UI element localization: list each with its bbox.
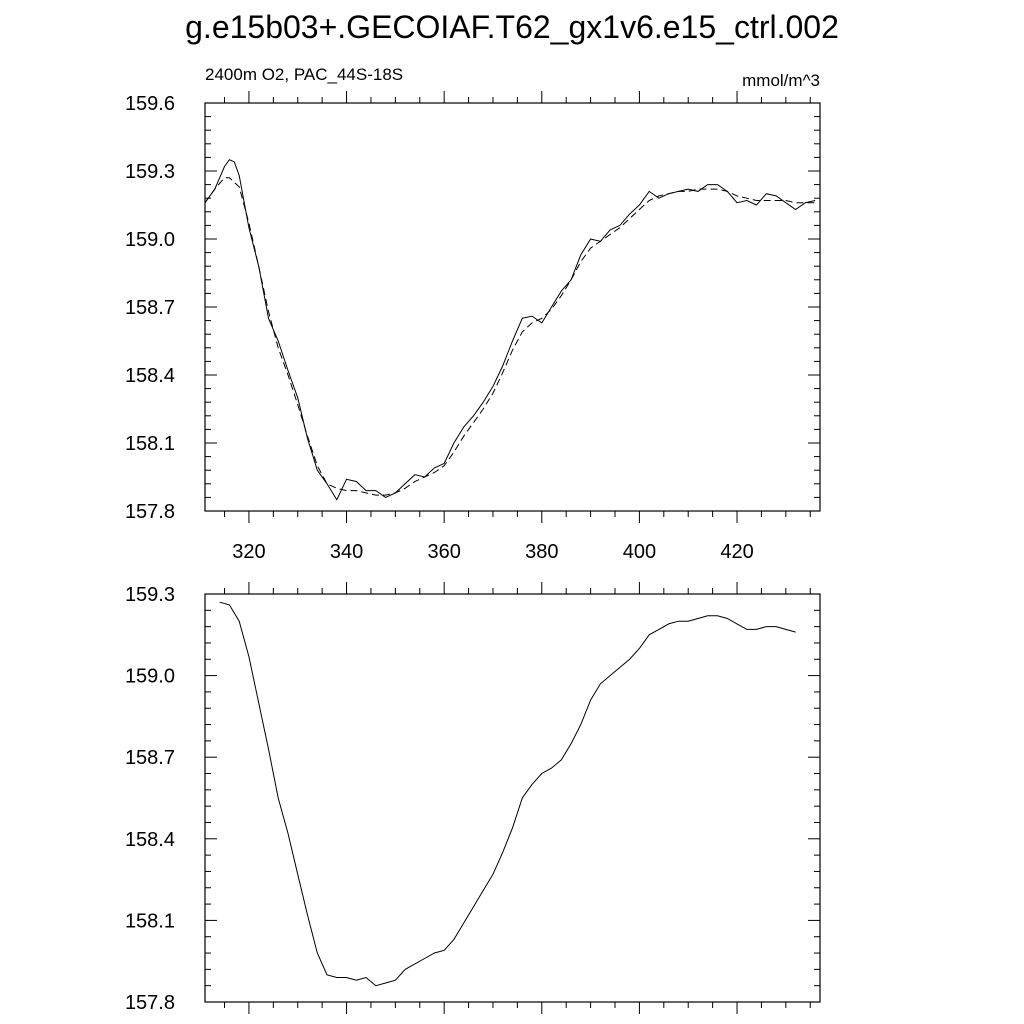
plot-frame	[204, 593, 821, 1003]
x-tick-label: 340	[330, 541, 363, 563]
y-tick-label: 158.1	[125, 910, 175, 932]
bottom-panel: 157.8 158.1 158.4 158.7 159.0 159.3	[125, 582, 821, 1014]
y-tick-label: 158.7	[125, 747, 175, 769]
y-tick-label: 158.1	[125, 433, 175, 455]
y-tick-label: 159.0	[125, 229, 175, 251]
y-tick-label: 158.7	[125, 297, 175, 319]
plot-frame	[204, 102, 821, 512]
x-tick-label: 360	[427, 541, 460, 563]
top-panel: 157.8 158.1 158.4 158.7 159.0 159.3 159.6 320 34…	[125, 65, 821, 563]
x-tick-label: 320	[232, 541, 265, 563]
x-tick-label: 400	[623, 541, 656, 563]
subtitle-left: 2400m O2, PAC_44S-18S	[205, 65, 403, 84]
y-tick-label: 158.4	[125, 829, 175, 851]
series-line-dashed	[205, 177, 816, 496]
series-line-solid	[219, 601, 796, 987]
series-line-solid	[205, 159, 816, 501]
y-tick-label: 158.4	[125, 365, 175, 387]
x-tick-label: 420	[720, 541, 753, 563]
y-tick-label: 159.3	[125, 161, 175, 183]
y-tick-label: 159.3	[125, 584, 175, 606]
x-tick-label: 380	[525, 541, 558, 563]
y-tick-label: 159.6	[125, 93, 175, 115]
subtitle-right: mmol/m^3	[742, 71, 820, 90]
y-tick-label: 157.8	[125, 501, 175, 523]
figure-title: g.e15b03+.GECOIAF.T62_gx1v6.e15_ctrl.002	[185, 9, 839, 45]
y-tick-label: 159.0	[125, 666, 175, 688]
y-tick-label: 157.8	[125, 992, 175, 1014]
